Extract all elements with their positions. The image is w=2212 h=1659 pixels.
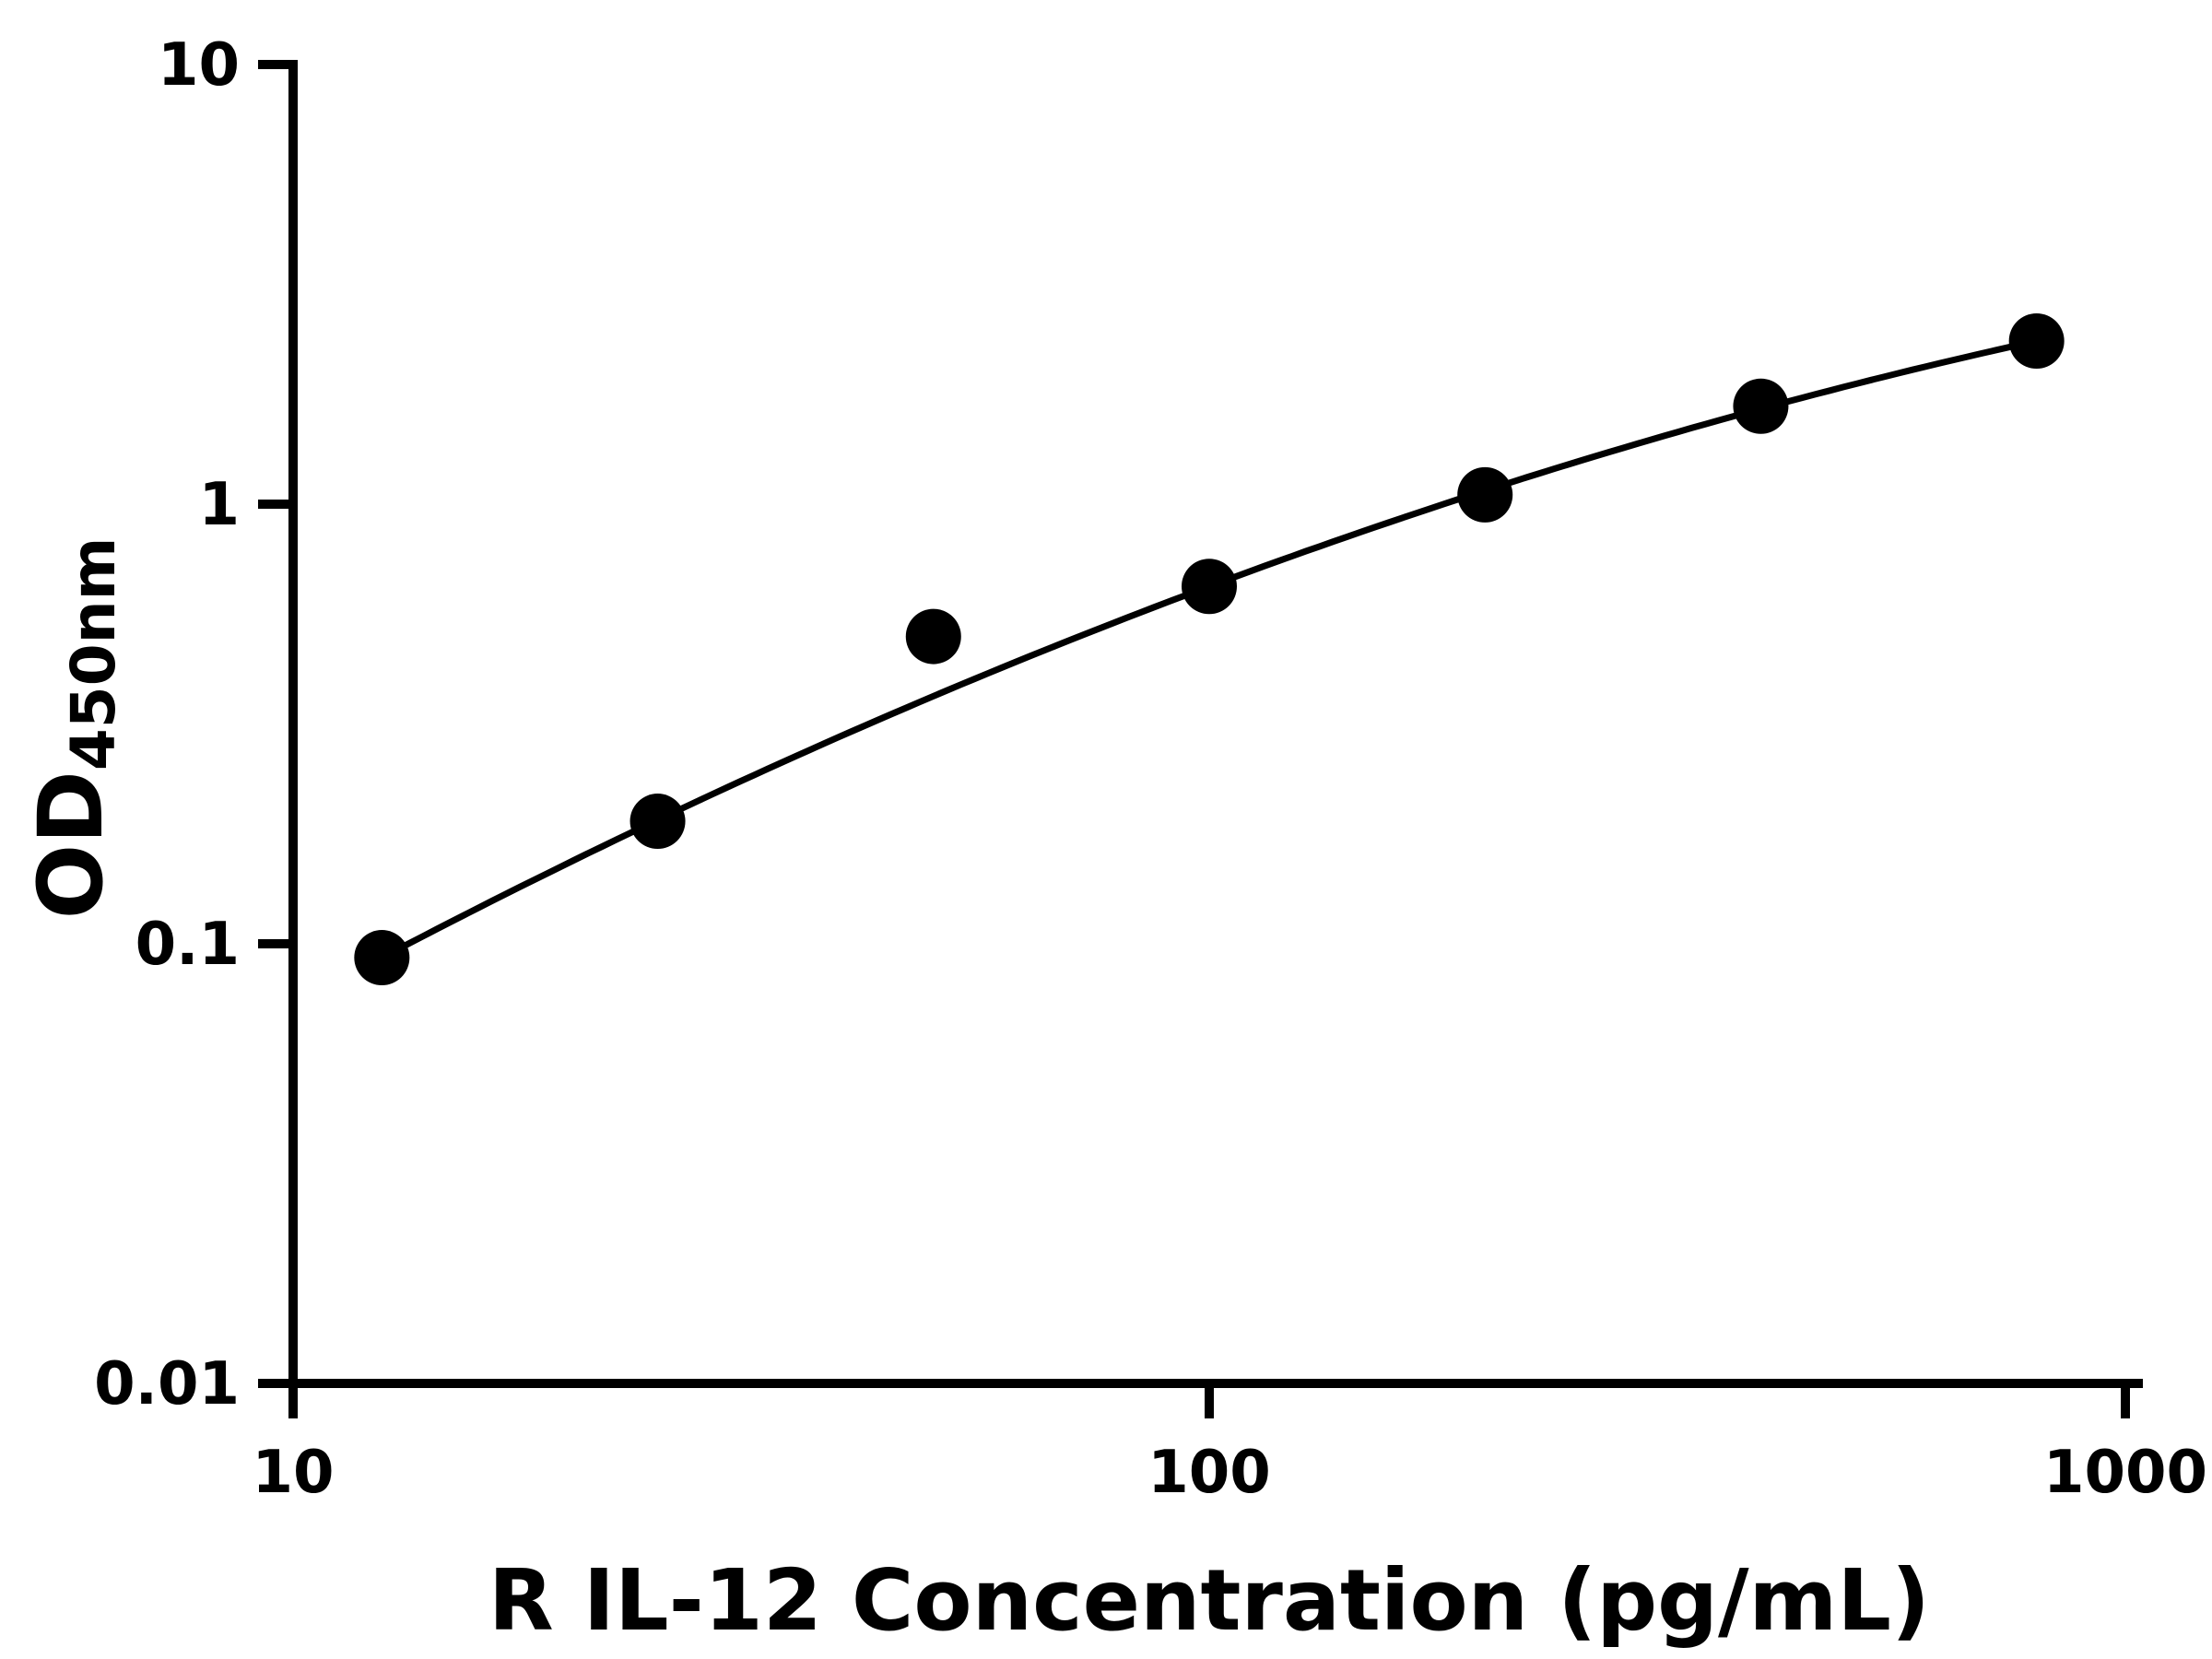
y-tick-label: 0.1 [135, 911, 240, 979]
y-tick-label: 0.01 [94, 1350, 240, 1418]
y-tick-label: 1 [198, 471, 240, 539]
data-point [629, 794, 686, 850]
x-tick-label: 1000 [2043, 1439, 2207, 1507]
data-point [1182, 559, 1237, 615]
x-axis-label: R IL-12 Concentration (pg/mL) [488, 1551, 1930, 1650]
data-point [1457, 466, 1513, 523]
axes [288, 60, 2143, 1388]
data-point [2008, 313, 2065, 370]
x-tick-label: 100 [1147, 1439, 1271, 1507]
x-tick-label: 10 [252, 1439, 334, 1507]
data-point [354, 930, 410, 986]
data-point [905, 608, 961, 665]
y-axis-label: OD450nm [19, 537, 129, 920]
fit-curve [378, 337, 2041, 961]
y-tick-label: 10 [158, 31, 240, 100]
data-point [1733, 378, 1789, 434]
